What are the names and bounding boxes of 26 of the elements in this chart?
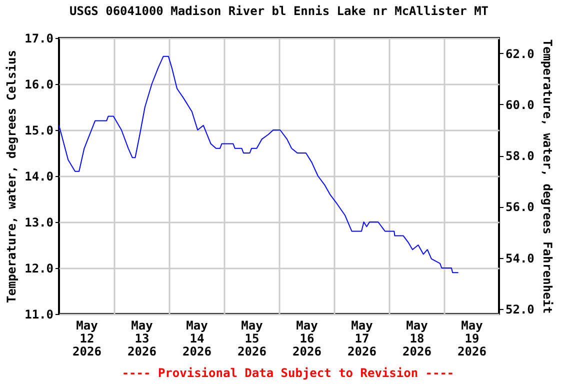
y-axis-title: Temperature, water, degrees Celsius [4,50,19,303]
y2-tick-label: 54.0 [506,251,534,266]
x-tick-label: May 19 2026 [458,318,486,358]
y-tick-label: 16.0 [24,78,54,92]
x-tick-label: May 16 2026 [292,318,322,358]
text: ---- Provisional Data Subject to Revision ---- [120,366,456,380]
x-tick-label: May 17 2026 [348,318,376,358]
y-tick-label: 12.0 [24,262,54,276]
x-tick-label: May 13 2026 [128,318,156,358]
y-tick-label: 15.0 [24,124,54,138]
x-tick-label: May 14 2026 [182,318,212,358]
x-tick-label: May 15 2026 [238,318,266,358]
y-tick-label: 11.0 [24,308,54,322]
y2-tick-label: 60.0 [506,98,534,112]
y-tick-label: 14.0 [24,170,54,184]
y2-tick-label: 58.0 [506,149,534,164]
y2-axis-title: Temperature, water, degrees Fahrenheit [540,39,554,314]
y-tick-label: 17.0 [24,32,54,46]
line-series [58,56,459,274]
x-tick-label: May 18 2026 [402,318,432,358]
y2-tick-label: 62.0 [506,46,534,61]
chart-title: USGS 06041000 Madison River bl Ennis Lake nr McAllister MT [69,4,489,18]
x-tick-label: May 12 2026 [72,318,102,358]
y2-tick-label: 52.0 [506,302,534,316]
y2-tick-label: 56.0 [506,200,534,214]
y-tick-label: 13.0 [24,216,54,230]
